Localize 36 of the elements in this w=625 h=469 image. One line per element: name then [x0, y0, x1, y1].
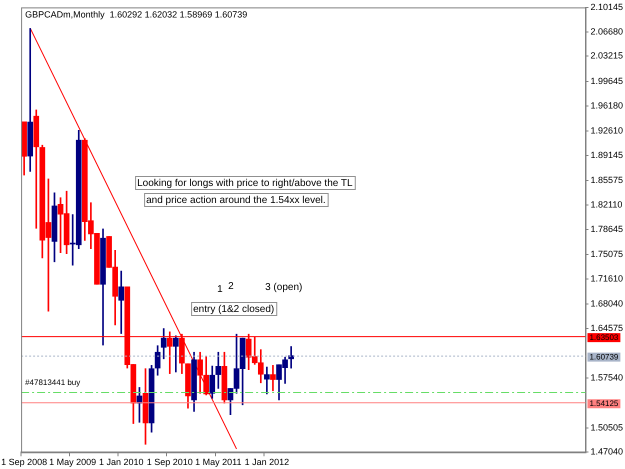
annotation: 2	[228, 280, 234, 292]
y-tick-label: 1.78645	[590, 224, 624, 234]
annotation: 3 (open)	[265, 282, 302, 293]
annotation: entry (1&2 closed)	[193, 304, 274, 315]
x-tick-label: 1 May 2011	[195, 457, 242, 468]
y-tick-label: 1.92610	[590, 125, 624, 136]
candlestick	[270, 365, 276, 392]
x-tick-label: 1 Jan 2010	[98, 457, 144, 468]
x-tick-label: 1 May 2009	[49, 457, 96, 468]
ref-line-label: 1.63503	[589, 332, 619, 342]
ref-line-label: 1.60739	[589, 352, 619, 362]
y-tick-label: 1.99645	[590, 76, 624, 86]
annotation: Looking for longs with price to right/above the TL	[137, 178, 354, 189]
x-tick-label: 1 Sep 2008	[1, 457, 48, 468]
y-tick-label: 1.71610	[590, 274, 624, 284]
y-tick-label: 1.50505	[590, 422, 624, 432]
y-tick-label: 1.82110	[590, 199, 622, 210]
annotation: 1	[217, 284, 224, 295]
ref-line-label: 1.54125	[589, 398, 619, 408]
y-tick-label: 1.96180	[590, 100, 624, 110]
y-tick-label: 1.75075	[590, 249, 624, 260]
y-tick-label: 2.06680	[590, 26, 624, 36]
y-tick-label: 1.68040	[590, 298, 624, 309]
y-tick-label: 1.89145	[590, 150, 624, 160]
annotation: and price action around the 1.54xx level.	[146, 194, 326, 206]
x-tick-label: 1 Jan 2012	[244, 457, 290, 468]
y-tick-label: 1.64575	[590, 323, 624, 334]
ref-line-label: #47813441 buy	[25, 378, 80, 388]
x-tick-label: 1 Sep 2010	[146, 457, 193, 468]
y-tick-label: 1.85575	[590, 175, 624, 186]
y-tick-label: 2.10145	[590, 2, 624, 12]
candlestick	[136, 387, 142, 423]
y-tick-label: 2.03215	[590, 50, 624, 61]
y-tick-label: 1.47040	[590, 446, 624, 457]
y-tick-label: 1.57540	[590, 372, 624, 383]
chart-title: GBPCADm,Monthly 1.60292 1.62032 1.58969 1.60739	[25, 9, 248, 20]
